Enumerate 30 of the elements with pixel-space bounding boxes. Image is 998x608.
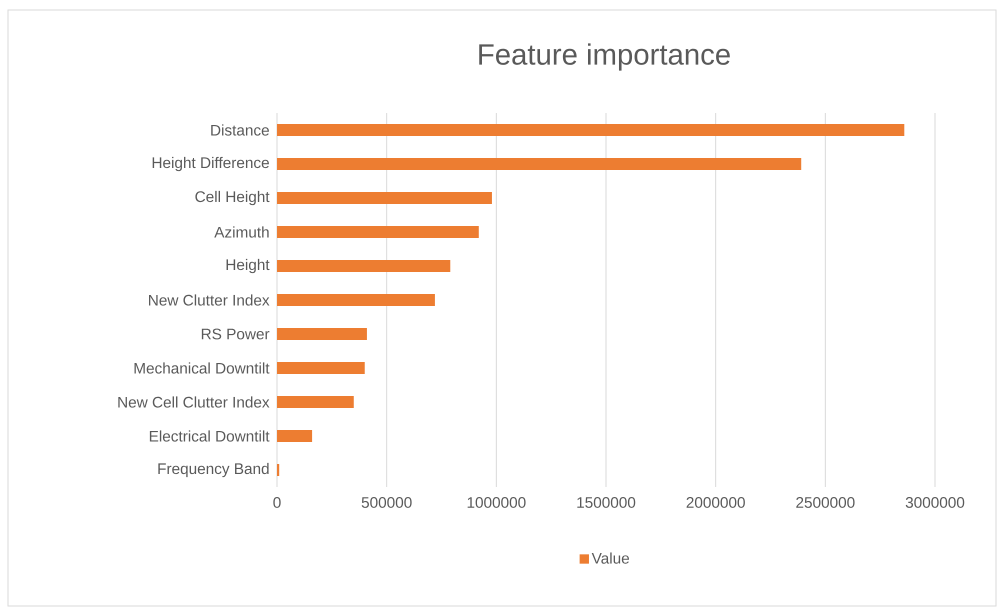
bar bbox=[277, 430, 312, 442]
x-tick-label: 1000000 bbox=[468, 497, 526, 508]
bar bbox=[277, 362, 365, 374]
bar bbox=[277, 124, 904, 136]
bar bbox=[277, 260, 450, 272]
y-tick-label: New Cell Clutter Index bbox=[118, 396, 270, 408]
y-tick-label: Azimuth bbox=[214, 226, 269, 238]
bar bbox=[277, 294, 435, 306]
y-tick-label: RS Power bbox=[202, 328, 270, 340]
x-tick-label: 2500000 bbox=[796, 497, 855, 508]
y-tick-label: Cell Height bbox=[195, 190, 270, 206]
x-tick-label: 2000000 bbox=[686, 497, 745, 508]
bar bbox=[277, 226, 479, 238]
legend-label: Value bbox=[592, 552, 630, 564]
y-tick-label: Distance bbox=[211, 124, 269, 136]
y-tick-label: Mechanical Downtilt bbox=[134, 362, 270, 374]
bar bbox=[277, 328, 367, 340]
y-tick-label: Height Difference bbox=[152, 156, 269, 172]
bar bbox=[277, 158, 802, 170]
y-tick-label: New Clutter Index bbox=[149, 294, 270, 306]
x-tick-label: 0 bbox=[273, 497, 281, 508]
y-tick-label: Height bbox=[226, 258, 270, 274]
y-tick-label: Frequency Band bbox=[158, 462, 269, 478]
x-tick-label: 3000000 bbox=[906, 497, 964, 508]
x-tick-label: 1500000 bbox=[577, 497, 636, 508]
chart-title: Feature importance bbox=[479, 43, 730, 71]
x-tick-label: 500000 bbox=[362, 497, 412, 508]
bar bbox=[277, 396, 354, 408]
y-tick-label: Electrical Downtilt bbox=[150, 430, 270, 442]
bar bbox=[277, 192, 492, 204]
